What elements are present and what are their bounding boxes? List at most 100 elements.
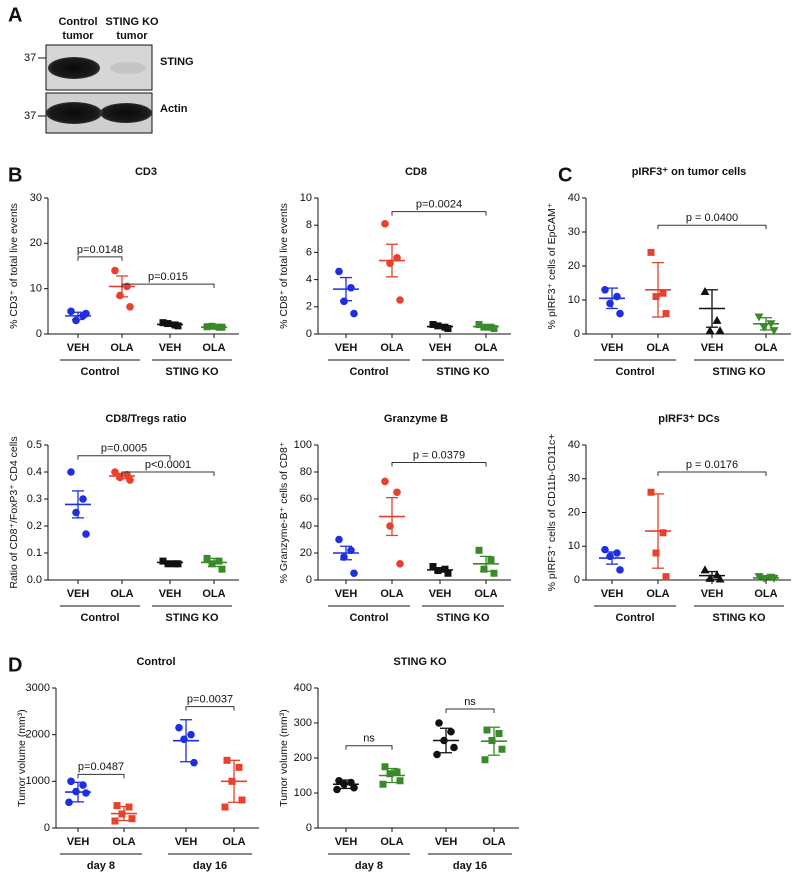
data-point <box>715 574 725 583</box>
error-bar <box>208 325 220 329</box>
error-bar <box>72 490 84 519</box>
data-point <box>447 727 455 736</box>
p-value: p = 0.0176 <box>686 459 738 471</box>
y-tick-label: 30 <box>30 192 42 204</box>
y-tick-label: 8 <box>306 219 312 231</box>
data-point <box>116 473 124 482</box>
error-bar <box>164 322 176 327</box>
error-bar <box>434 324 446 329</box>
y-tick-label: 20 <box>30 237 42 249</box>
x-tick-label: VEH <box>429 588 452 600</box>
x-tick-label: VEH <box>601 342 624 354</box>
p-value: p = 0.0379 <box>413 449 465 461</box>
data-point <box>164 320 172 328</box>
data-point <box>606 299 614 308</box>
error-bar <box>340 276 352 302</box>
group-label: day 8 <box>355 860 383 872</box>
data-point <box>82 530 90 538</box>
y-tick-label: 200 <box>294 752 312 764</box>
significance-bracket <box>445 708 495 713</box>
data-point <box>238 796 246 804</box>
data-point <box>111 266 119 275</box>
group-label: Control <box>80 612 119 624</box>
y-tick-label: 0 <box>306 574 312 586</box>
y-tick-label: 0.3 <box>27 493 42 505</box>
blot-band <box>100 103 152 123</box>
data-point <box>174 322 182 330</box>
significance-bracket <box>657 471 767 476</box>
y-tick-label: 3000 <box>26 682 50 694</box>
data-point <box>616 309 624 318</box>
y-tick-label: 40 <box>300 520 312 532</box>
y-axis-label: % CD3⁺ of total live events <box>8 203 20 329</box>
data-point <box>159 319 167 327</box>
data-point <box>659 289 667 297</box>
data-point <box>386 522 394 530</box>
y-tick-label: 6 <box>306 246 312 258</box>
error-bar <box>228 759 240 803</box>
y-tick-label: 80 <box>300 466 312 478</box>
y-tick-label: 0.2 <box>27 520 42 532</box>
p-value: p=0.015 <box>148 271 188 283</box>
data-point <box>203 554 211 562</box>
y-tick-label: 40 <box>568 439 580 451</box>
y-tick-label: 10 <box>300 192 312 204</box>
data-point <box>113 802 121 810</box>
data-point <box>495 730 503 737</box>
data-point <box>450 743 458 752</box>
data-point <box>601 286 609 294</box>
data-point <box>79 781 87 789</box>
data-point <box>606 552 614 561</box>
data-point <box>396 296 404 304</box>
chart-title: Granzyme B <box>384 413 448 425</box>
data-point <box>498 745 506 753</box>
x-tick-label: VEH <box>67 588 90 600</box>
data-point <box>335 267 343 276</box>
data-point <box>490 325 498 333</box>
data-point <box>174 560 182 568</box>
data-point <box>712 315 722 324</box>
group-label: Control <box>615 366 654 378</box>
y-tick-label: 4 <box>306 274 312 286</box>
data-point <box>393 488 401 497</box>
data-point <box>613 549 621 557</box>
y-tick-label: 20 <box>300 547 312 559</box>
y-tick-label: 40 <box>568 192 580 204</box>
y-axis-label: Tumor volume (mm³) <box>16 709 28 807</box>
data-point <box>381 220 389 228</box>
data-point <box>487 556 495 564</box>
data-point <box>67 307 75 316</box>
data-point <box>215 557 223 565</box>
data-point <box>754 313 764 322</box>
x-tick-label: VEH <box>159 588 182 600</box>
data-point <box>652 549 660 557</box>
data-point <box>647 488 655 496</box>
blot: Control tumor STING KO tumor STING Actin… <box>24 16 194 134</box>
data-point <box>175 723 183 732</box>
data-point <box>700 287 710 295</box>
group-label: STING KO <box>165 612 219 624</box>
x-tick-label: VEH <box>429 342 452 354</box>
y-tick-label: 10 <box>30 283 42 295</box>
y-tick-label: 0 <box>306 822 312 834</box>
error-bar <box>118 805 130 822</box>
data-point <box>218 565 226 573</box>
x-tick-label: OLA <box>110 588 133 600</box>
data-point <box>72 508 80 517</box>
error-bar <box>386 767 398 784</box>
x-tick-label: OLA <box>202 342 225 354</box>
error-bar <box>180 719 192 763</box>
x-tick-label: OLA <box>222 836 245 848</box>
y-tick-label: 0.5 <box>27 439 42 451</box>
data-point <box>386 770 394 778</box>
group-label: STING KO <box>436 366 490 378</box>
data-point <box>128 815 136 823</box>
p-value: p=0.0024 <box>416 199 462 211</box>
data-point <box>444 569 452 577</box>
data-point <box>180 735 188 744</box>
x-tick-label: VEH <box>701 588 724 600</box>
data-point <box>662 310 670 318</box>
data-point <box>190 758 198 767</box>
x-tick-label: VEH <box>701 342 724 354</box>
data-point <box>480 565 488 573</box>
